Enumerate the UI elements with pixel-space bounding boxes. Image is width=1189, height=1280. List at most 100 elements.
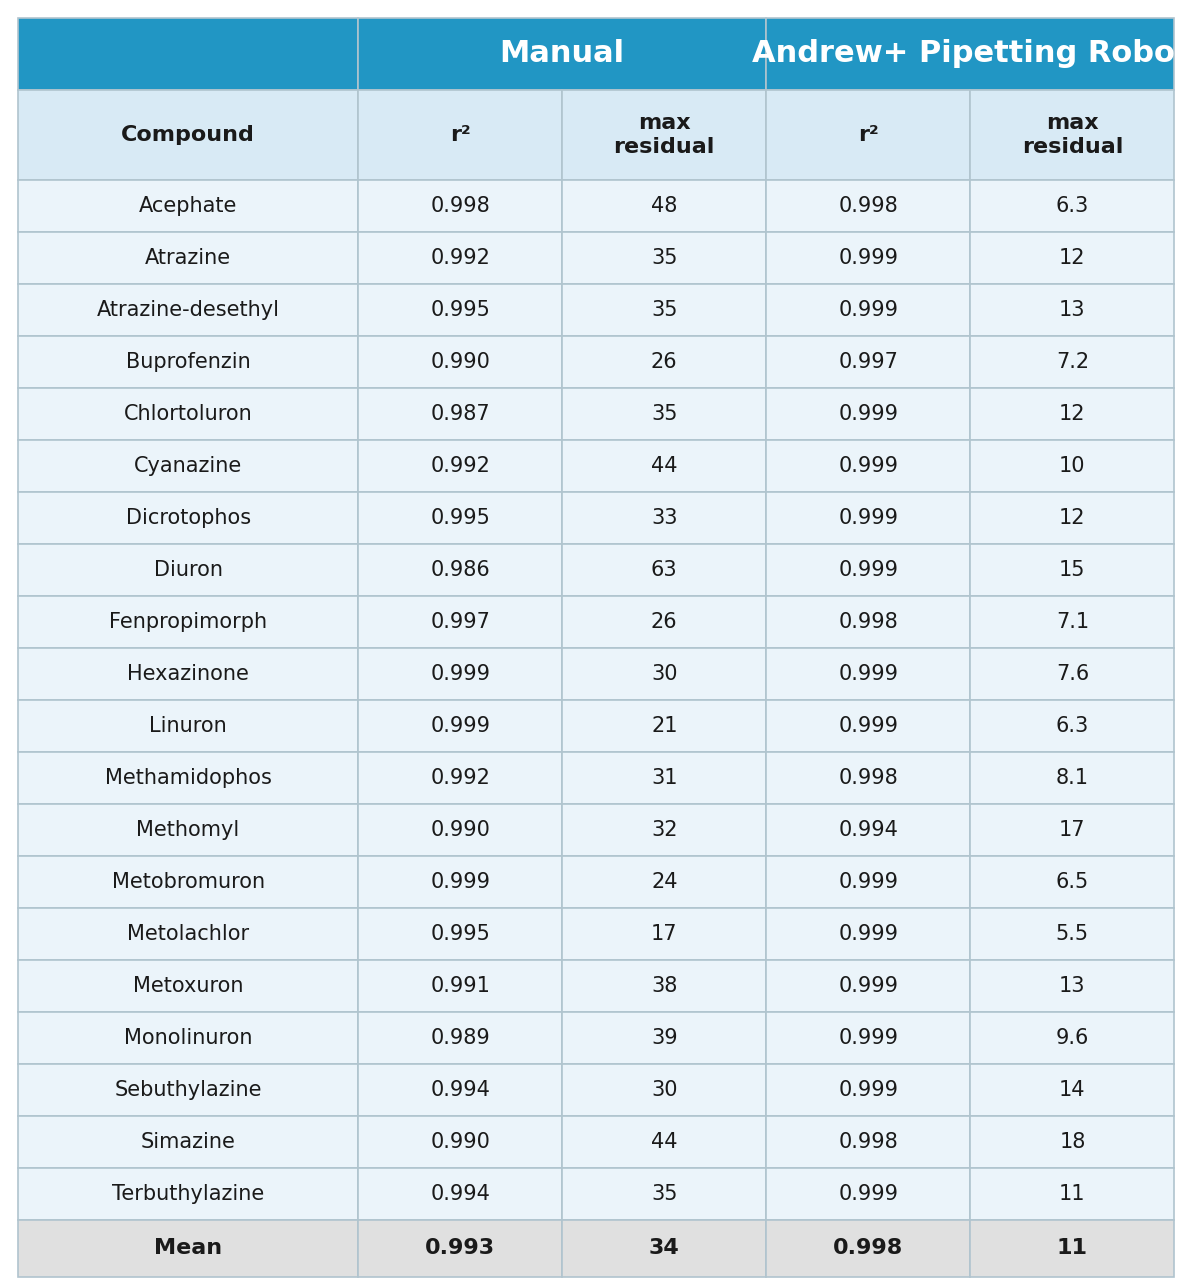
- Text: 12: 12: [1059, 248, 1086, 268]
- Text: 30: 30: [652, 664, 678, 684]
- Text: 26: 26: [650, 612, 678, 632]
- Bar: [18, 856, 358, 908]
- Bar: [766, 284, 970, 335]
- Bar: [562, 804, 766, 856]
- Bar: [18, 388, 358, 440]
- Bar: [358, 751, 562, 804]
- Bar: [562, 856, 766, 908]
- Text: 6.3: 6.3: [1056, 196, 1089, 216]
- Bar: [358, 1167, 562, 1220]
- Bar: [970, 440, 1175, 492]
- Text: 14: 14: [1059, 1080, 1086, 1100]
- Text: 44: 44: [652, 1132, 678, 1152]
- Text: 0.995: 0.995: [430, 508, 490, 527]
- Text: 21: 21: [652, 716, 678, 736]
- Text: Metolachlor: Metolachlor: [127, 924, 250, 945]
- Text: 0.999: 0.999: [838, 1028, 899, 1048]
- Text: 11: 11: [1057, 1239, 1088, 1258]
- Bar: [358, 440, 562, 492]
- Bar: [358, 648, 562, 700]
- Bar: [766, 1220, 970, 1277]
- Text: 0.993: 0.993: [426, 1239, 496, 1258]
- Text: 35: 35: [652, 300, 678, 320]
- Bar: [970, 596, 1175, 648]
- Bar: [970, 960, 1175, 1012]
- Text: 0.987: 0.987: [430, 404, 490, 424]
- Bar: [358, 284, 562, 335]
- Bar: [358, 1220, 562, 1277]
- Text: Metobromuron: Metobromuron: [112, 872, 265, 892]
- Bar: [18, 1220, 358, 1277]
- Bar: [562, 440, 766, 492]
- Text: 17: 17: [652, 924, 678, 945]
- Text: 0.999: 0.999: [838, 404, 899, 424]
- Bar: [766, 544, 970, 596]
- Text: 0.999: 0.999: [838, 1080, 899, 1100]
- Bar: [562, 544, 766, 596]
- Bar: [766, 648, 970, 700]
- Bar: [562, 492, 766, 544]
- Bar: [970, 232, 1175, 284]
- Bar: [18, 1012, 358, 1064]
- Bar: [358, 700, 562, 751]
- Text: Buprofenzin: Buprofenzin: [126, 352, 251, 372]
- Text: Sebuthylazine: Sebuthylazine: [114, 1080, 262, 1100]
- Bar: [18, 700, 358, 751]
- Bar: [766, 804, 970, 856]
- Text: max
residual: max residual: [1021, 113, 1124, 157]
- Text: 6.3: 6.3: [1056, 716, 1089, 736]
- Text: 30: 30: [652, 1080, 678, 1100]
- Bar: [970, 544, 1175, 596]
- Bar: [18, 18, 358, 90]
- Text: 9.6: 9.6: [1056, 1028, 1089, 1048]
- Bar: [562, 960, 766, 1012]
- Bar: [970, 335, 1175, 388]
- Text: Acephate: Acephate: [139, 196, 238, 216]
- Text: 7.1: 7.1: [1056, 612, 1089, 632]
- Bar: [970, 90, 1175, 180]
- Text: 38: 38: [652, 975, 678, 996]
- Text: 0.997: 0.997: [430, 612, 490, 632]
- Text: 11: 11: [1059, 1184, 1086, 1204]
- Bar: [358, 1012, 562, 1064]
- Bar: [358, 804, 562, 856]
- Text: 0.999: 0.999: [838, 300, 899, 320]
- Bar: [358, 596, 562, 648]
- Bar: [970, 284, 1175, 335]
- Bar: [18, 1064, 358, 1116]
- Text: 0.999: 0.999: [838, 975, 899, 996]
- Text: 0.999: 0.999: [430, 872, 490, 892]
- Bar: [358, 388, 562, 440]
- Text: Diuron: Diuron: [153, 561, 222, 580]
- Bar: [766, 440, 970, 492]
- Text: 0.992: 0.992: [430, 456, 490, 476]
- Text: 0.994: 0.994: [430, 1184, 490, 1204]
- Bar: [358, 232, 562, 284]
- Bar: [18, 1116, 358, 1167]
- Text: 32: 32: [652, 820, 678, 840]
- Bar: [562, 180, 766, 232]
- Text: 0.998: 0.998: [838, 612, 898, 632]
- Bar: [970, 1012, 1175, 1064]
- Bar: [766, 1064, 970, 1116]
- Text: 0.998: 0.998: [833, 1239, 904, 1258]
- Bar: [766, 18, 1175, 90]
- Text: 0.999: 0.999: [838, 924, 899, 945]
- Bar: [358, 335, 562, 388]
- Bar: [358, 90, 562, 180]
- Bar: [766, 492, 970, 544]
- Bar: [970, 1064, 1175, 1116]
- Text: 0.998: 0.998: [838, 768, 898, 788]
- Text: 0.992: 0.992: [430, 248, 490, 268]
- Bar: [970, 648, 1175, 700]
- Text: 12: 12: [1059, 508, 1086, 527]
- Text: Atrazine: Atrazine: [145, 248, 231, 268]
- Text: Terbuthylazine: Terbuthylazine: [112, 1184, 264, 1204]
- Bar: [970, 388, 1175, 440]
- Text: 6.5: 6.5: [1056, 872, 1089, 892]
- Text: 0.999: 0.999: [838, 456, 899, 476]
- Bar: [766, 388, 970, 440]
- Text: 24: 24: [652, 872, 678, 892]
- Bar: [562, 335, 766, 388]
- Bar: [358, 492, 562, 544]
